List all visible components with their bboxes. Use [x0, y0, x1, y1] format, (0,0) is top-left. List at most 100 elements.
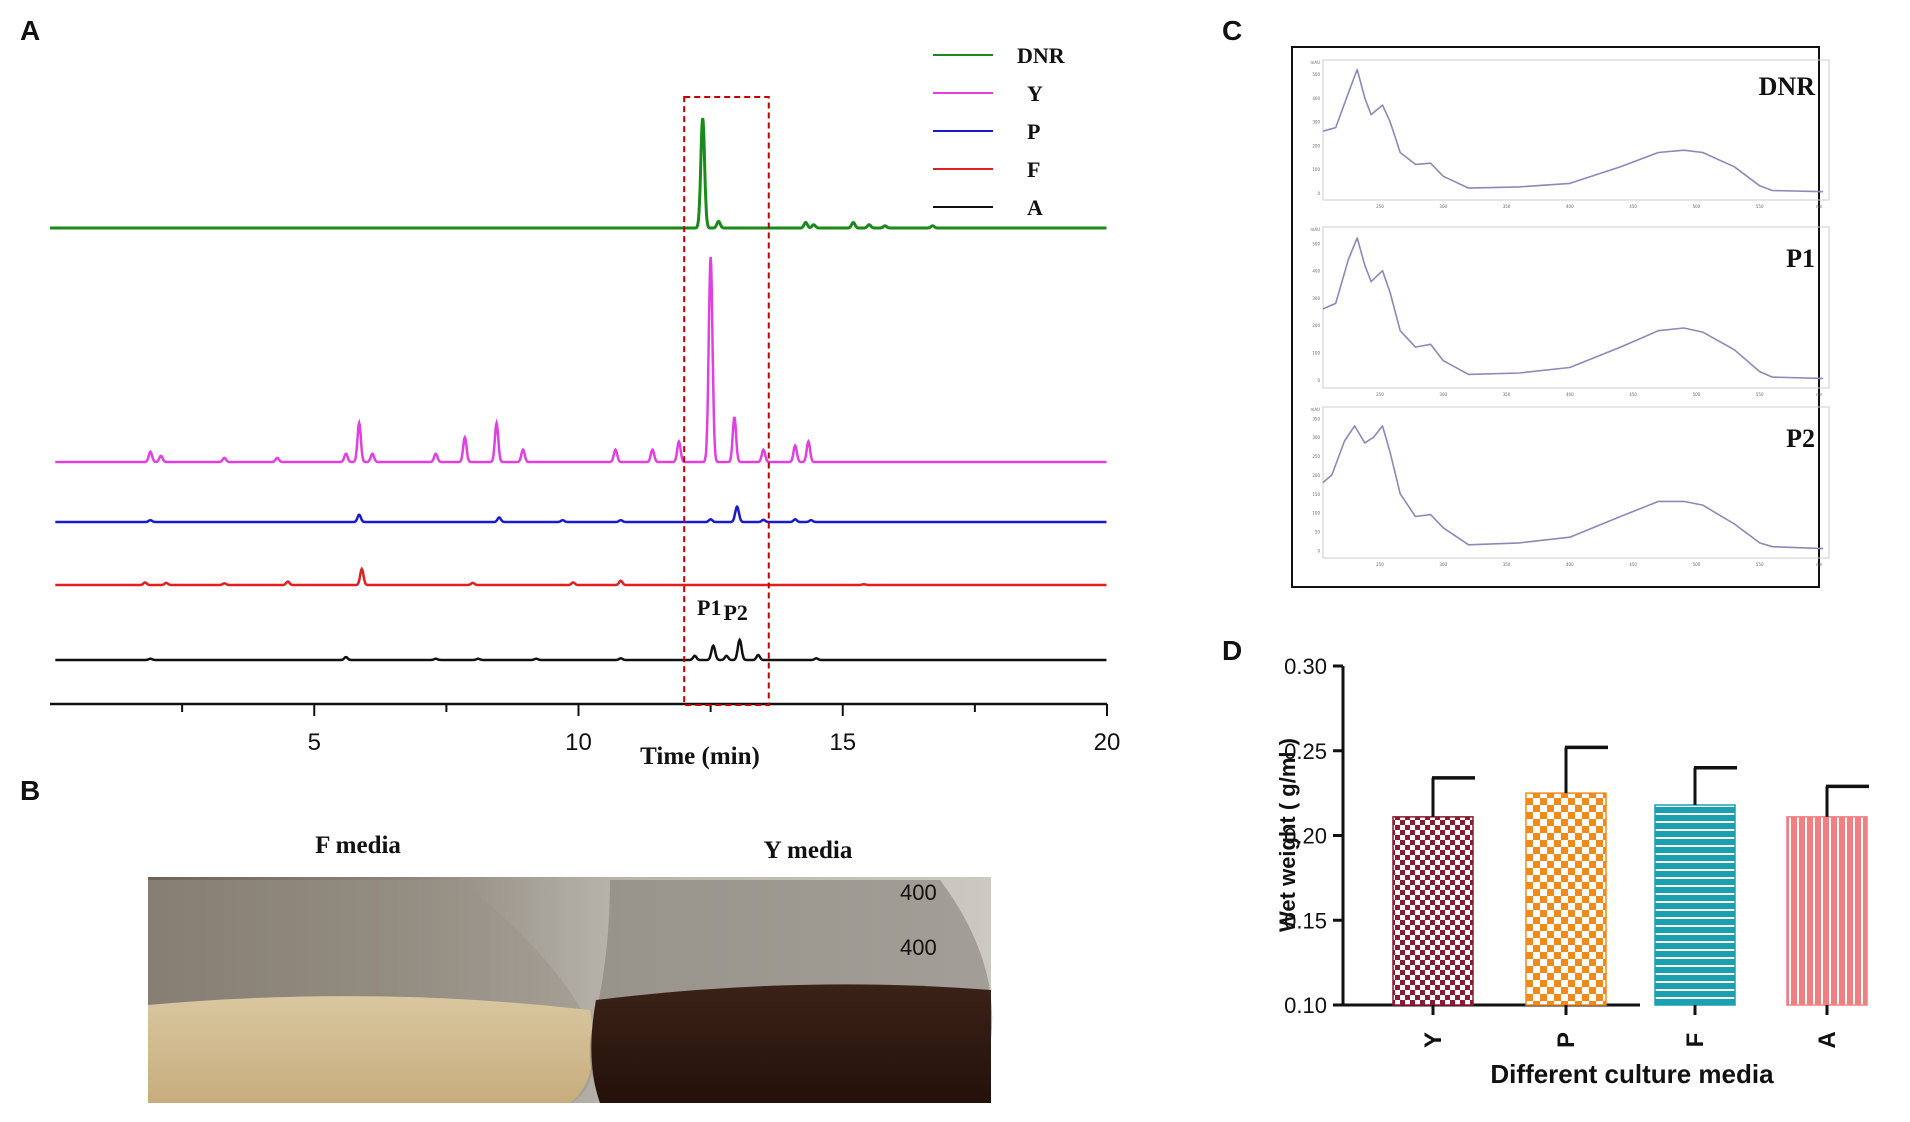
uv-label-p2: P2	[1786, 424, 1815, 453]
legend-label-p: P	[1027, 119, 1040, 144]
trace-f	[55, 566, 1107, 587]
peak-label-p2: P2	[723, 600, 747, 625]
legend-label-y: Y	[1027, 81, 1043, 106]
uv-y-tick: 200	[1312, 323, 1320, 328]
panel-label-a: A	[20, 15, 40, 46]
uv-y-tick: 350	[1312, 416, 1320, 421]
uv-y-tick: 0	[1317, 191, 1320, 196]
uv-chart-p1: 500 400 300 200 100 0 mAU 250 300 350 400 450 500 550…	[1310, 226, 1830, 397]
chromatogram-traces	[50, 117, 1107, 662]
panel-label-b: B	[20, 775, 40, 806]
peak-labels: P1 P2	[697, 595, 748, 625]
uv-y-unit: mAU	[1310, 60, 1320, 65]
panel-label-d: D	[1222, 635, 1242, 666]
legend-label-f: F	[1027, 157, 1040, 182]
flask-f-liquid	[148, 996, 594, 1103]
uv-x-tick: nm	[1816, 392, 1823, 397]
uv-x-tick: 450	[1629, 204, 1637, 209]
bar-a	[1786, 816, 1868, 1006]
uv-y-tick: 100	[1312, 351, 1320, 356]
y-axis-label: Wet weight ( g/ml )	[1275, 738, 1300, 932]
photo-label-y: Y media	[764, 837, 853, 864]
legend-label-a: A	[1027, 195, 1043, 220]
uv-y-tick: 200	[1312, 143, 1320, 148]
x-axis-label: Different culture media	[1490, 1059, 1774, 1089]
uv-spectrum-line	[1322, 425, 1824, 550]
y-tick-label: 0.10	[1284, 993, 1327, 1018]
uv-y-tick: 150	[1312, 492, 1320, 497]
trace-y	[55, 256, 1107, 464]
uv-x-tick: 450	[1629, 562, 1637, 567]
uv-y-unit: mAU	[1310, 407, 1320, 412]
uv-y-tick: 500	[1312, 72, 1320, 77]
uv-y-unit: mAU	[1310, 227, 1320, 232]
uv-y-tick: 300	[1312, 296, 1320, 301]
uv-x-tick: 400	[1566, 204, 1574, 209]
uv-y-tick: 500	[1312, 241, 1320, 246]
uv-spectrum-line	[1322, 68, 1824, 193]
uv-x-tick: 400	[1566, 562, 1574, 567]
uv-y-tick: 50	[1315, 530, 1321, 535]
uv-y-tick: 100	[1312, 167, 1320, 172]
y-tick-label: 0.25	[1284, 739, 1327, 764]
x-tick-label-a: A	[1814, 1031, 1841, 1048]
uv-y-tick: 400	[1312, 269, 1320, 274]
uv-x-tick: 300	[1439, 204, 1447, 209]
x-tick-label-y: Y	[1420, 1032, 1447, 1048]
x-axis-label: Time (min)	[640, 743, 760, 770]
uv-y-tick: 300	[1312, 120, 1320, 125]
flask-mark-2: 400	[900, 935, 937, 960]
y-ticks: 0.30 0.25 0.20 0.15 0.10	[1284, 654, 1343, 1018]
uv-chart-frame	[1322, 59, 1830, 201]
uv-y-tick: 100	[1312, 511, 1320, 516]
trace-dnr	[50, 117, 1107, 230]
uv-x-tick: 350	[1503, 562, 1511, 567]
uv-y-tick: 0	[1317, 548, 1320, 553]
flask-photo: 400 400	[148, 877, 993, 1103]
y-tick-label: 0.20	[1284, 824, 1327, 849]
uv-y-tick: 250	[1312, 454, 1320, 459]
uv-label-dnr: DNR	[1759, 72, 1816, 101]
uv-x-tick: 500	[1693, 562, 1701, 567]
x-tick-label: 5	[308, 729, 321, 756]
uv-x-tick: 350	[1503, 204, 1511, 209]
uv-x-tick: nm	[1816, 204, 1823, 209]
uv-x-tick: 400	[1566, 392, 1574, 397]
uv-label-p1: P1	[1786, 244, 1815, 273]
uv-y-tick: 400	[1312, 96, 1320, 101]
uv-x-tick: 250	[1376, 562, 1384, 567]
photo-label-f: F media	[315, 832, 401, 859]
uv-y-tick: 300	[1312, 435, 1320, 440]
uv-chart-frame	[1322, 226, 1830, 389]
uv-panel-frame	[1291, 46, 1820, 588]
uv-x-tick: nm	[1816, 562, 1823, 567]
uv-x-tick: 550	[1756, 204, 1764, 209]
uv-x-tick: 300	[1439, 562, 1447, 567]
trace-a	[55, 637, 1107, 662]
uv-spectrum-line	[1322, 237, 1824, 380]
uv-chart-dnr: 500 400 300 200 100 0 mAU 250 300 350 400 450 500 550…	[1310, 59, 1830, 209]
uv-x-tick: 250	[1376, 204, 1384, 209]
x-ticks: 5 10 15 20	[181, 704, 1121, 756]
peak-label-p1: P1	[697, 595, 721, 620]
uv-x-tick: 500	[1693, 204, 1701, 209]
wet-weight-bar-chart: 0.30 0.25 0.20 0.15 0.10 Y P F A Different cult…	[1275, 654, 1869, 1089]
legend-label-dnr: DNR	[1017, 43, 1066, 68]
uv-x-tick: 350	[1503, 392, 1511, 397]
y-tick-label: 0.15	[1284, 908, 1327, 933]
bar-y	[1392, 816, 1474, 1006]
panel-label-c: C	[1222, 15, 1242, 46]
flask-y-liquid	[591, 984, 991, 1103]
uv-x-tick: 550	[1756, 562, 1764, 567]
x-tick-label: 10	[565, 729, 592, 756]
x-tick-label: 20	[1094, 729, 1121, 756]
bar-p	[1525, 792, 1607, 1006]
uv-x-tick: 500	[1693, 392, 1701, 397]
uv-x-tick: 250	[1376, 392, 1384, 397]
highlight-box	[683, 96, 770, 706]
